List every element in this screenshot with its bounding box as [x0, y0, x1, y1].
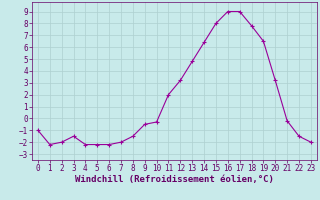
X-axis label: Windchill (Refroidissement éolien,°C): Windchill (Refroidissement éolien,°C): [75, 175, 274, 184]
